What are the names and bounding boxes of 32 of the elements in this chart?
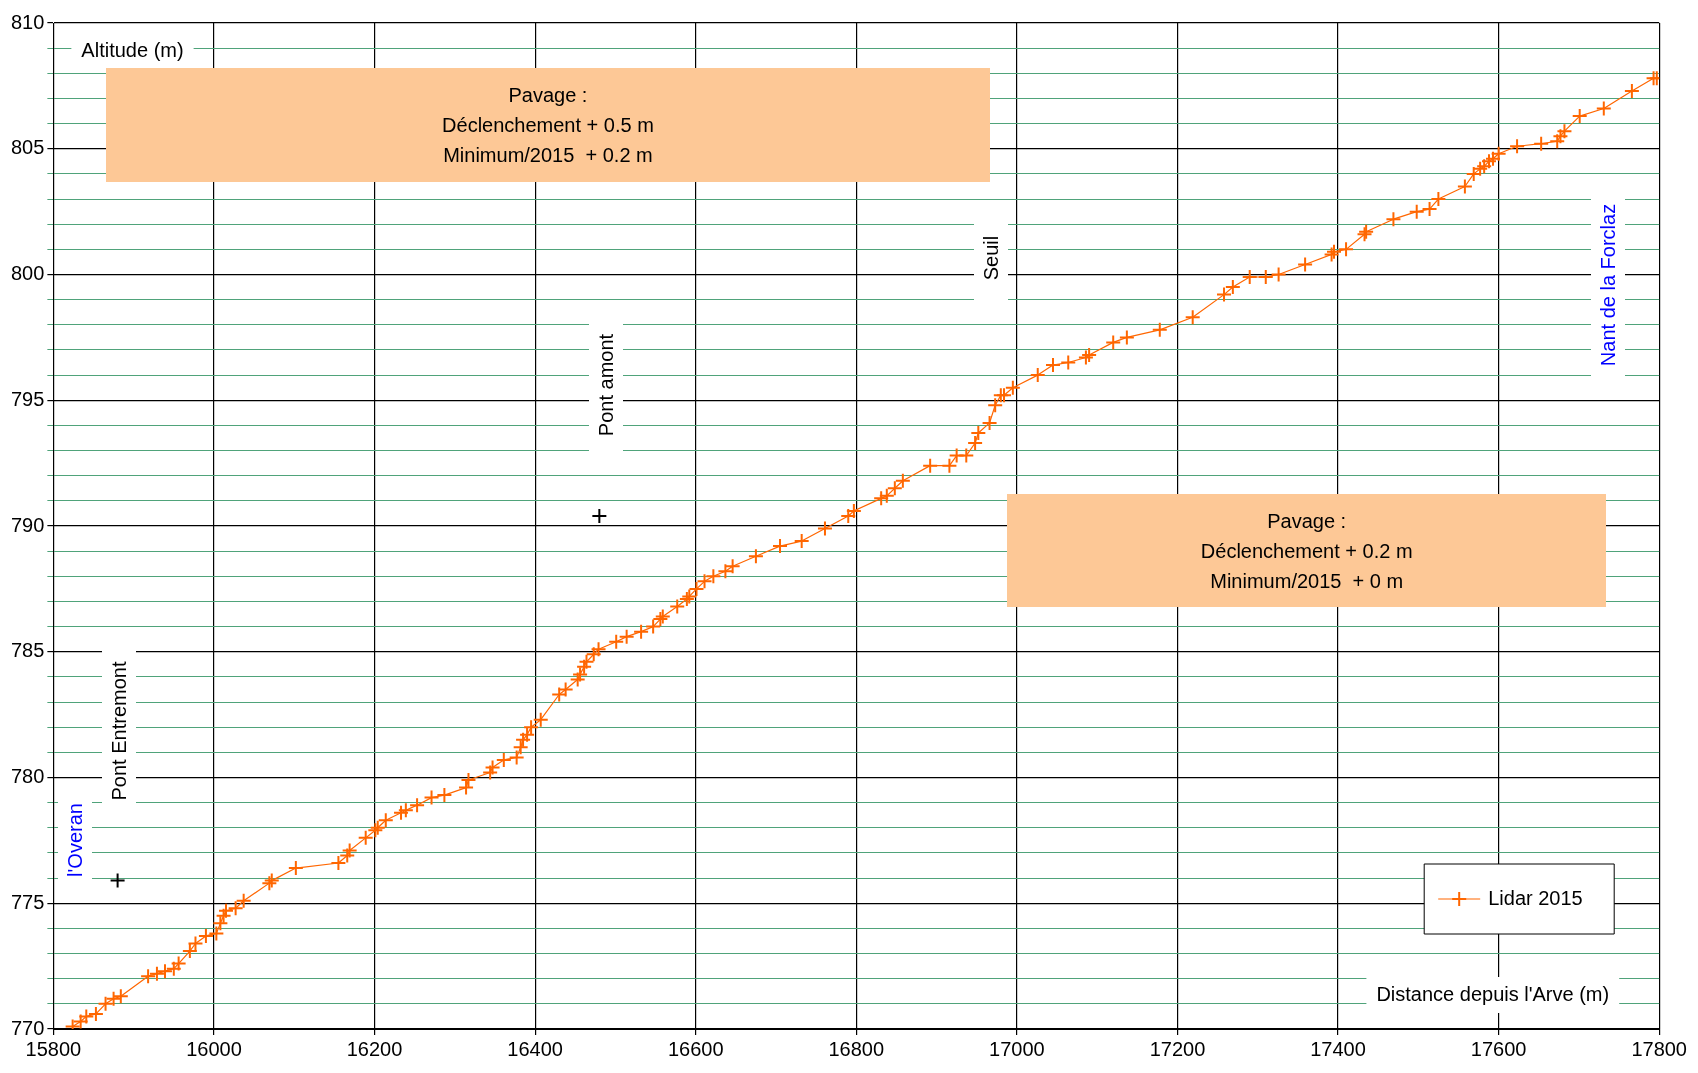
- x-tick-label: 17000: [989, 1037, 1045, 1060]
- x-tick-label: 17400: [1310, 1037, 1366, 1060]
- y-tick-label: 795: [10, 387, 45, 410]
- y-tick-label: 770: [10, 1016, 45, 1039]
- x-tick-label: 16800: [828, 1037, 885, 1060]
- x-tick-label: 16000: [186, 1037, 242, 1060]
- y-tick-label: 775: [10, 890, 45, 913]
- annotation: Pont amont: [594, 334, 617, 437]
- y-axis-title: Altitude (m): [81, 38, 184, 61]
- x-tick-label: 16400: [507, 1037, 563, 1060]
- annotation: Pavage : Déclenchement + 0.2 m Minimum/2015 + 0 m: [1200, 508, 1413, 594]
- y-tick-label: 810: [10, 10, 45, 33]
- note-box: Pavage : Déclenchement + 0.5 m Minimum/2015 + 0.2 m: [106, 68, 990, 182]
- y-tick-label: 800: [10, 262, 45, 285]
- y-tick-label: 780: [10, 765, 45, 788]
- annotation: Pont Entremont: [108, 661, 131, 801]
- x-tick-label: 17600: [1470, 1037, 1527, 1060]
- x-tick-label: 17800: [1631, 1037, 1687, 1060]
- x-axis-title: Distance depuis l'Arve (m): [1376, 982, 1610, 1005]
- x-tick-label: 16200: [346, 1037, 403, 1060]
- annotation: Seuil: [980, 236, 1003, 281]
- y-tick-label: 790: [10, 513, 45, 536]
- x-tick-label: 15800: [25, 1037, 82, 1060]
- legend-label: Lidar 2015: [1488, 886, 1583, 909]
- y-tick-label: 805: [10, 136, 45, 159]
- x-tick-label: 17200: [1149, 1037, 1206, 1060]
- annotation: Nant de la Forclaz: [1596, 203, 1619, 366]
- x-tick-label: 16600: [667, 1037, 724, 1060]
- note-box: Pavage : Déclenchement + 0.2 m Minimum/2015 + 0 m: [1007, 493, 1607, 608]
- annotation: Pavage : Déclenchement + 0.5 m Minimum/2015 + 0.2 m: [442, 83, 654, 169]
- annotation: l'Overan: [64, 802, 87, 877]
- y-tick-label: 785: [10, 639, 45, 662]
